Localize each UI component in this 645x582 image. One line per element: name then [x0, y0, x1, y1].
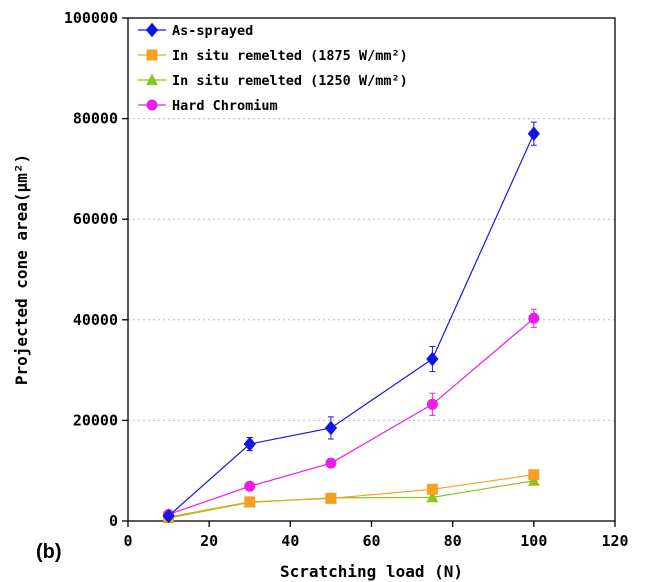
legend-marker: [145, 22, 159, 38]
x-tick-label: 20: [200, 532, 218, 550]
x-axis-title: Scratching load (N): [280, 562, 463, 581]
legend-marker: [146, 99, 158, 111]
legend-item: Hard Chromium: [138, 98, 278, 114]
data-point: [324, 420, 338, 436]
data-point: [325, 457, 337, 469]
axes: 0 20000 40000 60000 80000 100000 0 20 40 60 80 100 1…: [64, 9, 629, 550]
legend-label: In situ remelted (1250 W/mm²): [172, 73, 408, 89]
panel-label: (b): [36, 541, 62, 563]
data-point: [162, 508, 175, 524]
legend-marker: [146, 49, 158, 61]
y-tick-label: 0: [109, 512, 118, 530]
y-axis-title: Projected cone area(μm²): [12, 154, 31, 385]
y-tick-label: 60000: [73, 210, 118, 228]
series-line: [168, 317, 535, 516]
legend-label: As-sprayed: [172, 23, 253, 39]
data-point: [528, 312, 540, 324]
x-tick-label: 40: [281, 532, 299, 550]
x-tick-label: 100: [520, 532, 547, 550]
data-point: [243, 436, 256, 452]
data-point: [244, 480, 256, 492]
plot-frame: [127, 17, 616, 522]
gridlines: [128, 118, 615, 421]
x-tick-label: 0: [123, 532, 132, 550]
x-tick-label: 80: [444, 532, 462, 550]
legend-label: In situ remelted (1875 W/mm²): [172, 48, 408, 64]
data-point: [527, 126, 540, 141]
series-hard-chromium: [163, 308, 540, 520]
y-tick-label: 20000: [73, 411, 118, 429]
series-line: [168, 480, 534, 519]
data-point: [528, 469, 540, 481]
x-tick-label: 120: [601, 532, 628, 550]
y-tick-label: 100000: [64, 9, 118, 27]
data-point: [426, 483, 438, 495]
legend-label: Hard Chromium: [172, 98, 278, 114]
x-tick-label: 60: [362, 532, 380, 550]
series-in-situ-remelted-1875-w-mm: [163, 469, 540, 523]
series-line: [168, 133, 535, 517]
data-point: [244, 496, 256, 508]
legend-item: In situ remelted (1250 W/mm²): [138, 73, 408, 89]
legend-item: As-sprayed: [138, 22, 253, 39]
legend-item: In situ remelted (1875 W/mm²): [138, 48, 408, 64]
y-tick-label: 40000: [73, 311, 118, 329]
data-point: [426, 351, 439, 367]
legend-marker: [146, 73, 158, 85]
data-point: [426, 490, 439, 503]
data-point: [426, 398, 438, 410]
series-as-sprayed: [162, 121, 540, 524]
y-tick-label: 80000: [73, 110, 118, 128]
data-point: [325, 492, 337, 504]
legend: As-sprayed In situ remelted (1875 W/mm²) I…: [138, 22, 408, 114]
series-layer: [162, 121, 540, 524]
